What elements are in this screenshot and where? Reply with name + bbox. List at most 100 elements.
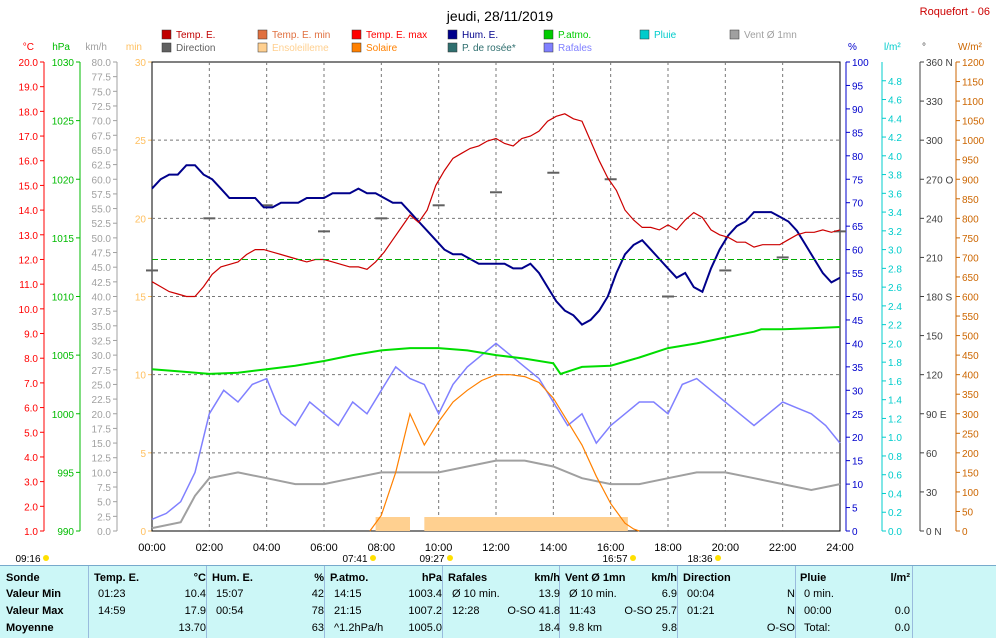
axis-tick-wind: 57.5 xyxy=(92,190,112,201)
axis-tick-sun: 0 xyxy=(140,527,146,538)
axis-unit-press: hPa xyxy=(52,42,70,53)
axis-tick-solar: 150 xyxy=(962,468,979,479)
axis-tick-wind: 12.5 xyxy=(92,454,112,465)
table-cell-key: 01:23 xyxy=(98,588,126,600)
legend-label: Direction xyxy=(176,43,215,54)
axis-tick-hum: 30 xyxy=(852,386,864,397)
axis-tick-temp: 1.0 xyxy=(24,527,38,538)
series-solar xyxy=(369,374,640,532)
axis-tick-solar: 700 xyxy=(962,253,979,264)
axis-tick-temp: 13.0 xyxy=(19,231,39,242)
event-moonset: 18:36 xyxy=(687,554,712,565)
axis-tick-rain: 1.6 xyxy=(888,377,902,388)
table-cell-value: O-SO xyxy=(766,622,795,634)
axis-tick-rain: 3.6 xyxy=(888,189,902,200)
x-tick-label: 02:00 xyxy=(196,542,224,554)
table-cell-value: O-SO 41.8 xyxy=(507,605,560,617)
series-gusts xyxy=(151,342,841,520)
axis-tick-temp: 7.0 xyxy=(24,379,38,390)
table-cell-value: 10.4 xyxy=(184,588,206,600)
table-cell-value: 17.9 xyxy=(184,605,206,617)
table-cell-key: Total: xyxy=(804,622,831,634)
axis-tick-rain: 2.8 xyxy=(888,264,902,275)
axis-unit-wind: km/h xyxy=(85,42,107,53)
axis-tick-sun: 25 xyxy=(135,136,147,147)
direction-mark xyxy=(719,269,732,272)
legend-label: Pluie xyxy=(654,30,677,41)
direction-mark xyxy=(375,217,388,220)
table-header: Direction xyxy=(683,572,731,584)
axis-tick-temp: 16.0 xyxy=(19,157,39,168)
axis-tick-wind: 32.5 xyxy=(92,336,112,347)
axis-tick-temp: 11.0 xyxy=(19,280,38,291)
legend-label: Rafales xyxy=(558,43,592,54)
axis-tick-hum: 90 xyxy=(852,105,864,116)
axis-tick-rain: 0.4 xyxy=(888,489,902,500)
axis-tick-solar: 1000 xyxy=(962,136,985,147)
legend-label: Solaire xyxy=(366,43,398,54)
axis-tick-rain: 4.2 xyxy=(888,133,902,144)
table-cell-key: 9.8 km xyxy=(569,622,603,634)
table-header: Pluie xyxy=(800,572,827,584)
direction-mark xyxy=(547,171,560,174)
axis-tick-wind: 55.0 xyxy=(92,205,112,216)
axis-tick-rain: 0.6 xyxy=(888,471,902,482)
x-axis: 00:00 02:00 04:00 06:00 08:00 10:00 12:00 14:00… xyxy=(138,542,854,554)
axis-tick-hum: 20 xyxy=(852,433,864,444)
table-header: Sonde xyxy=(6,572,40,584)
axis-tick-wind: 5.0 xyxy=(97,498,111,509)
axis-tick-solar: 650 xyxy=(962,273,979,284)
table-row-label: Moyenne xyxy=(6,622,54,634)
axis-tick-temp: 19.0 xyxy=(19,83,39,94)
axis-tick-rain: 1.2 xyxy=(888,414,902,425)
legend-swatch xyxy=(447,29,458,40)
axis-tick-solar: 450 xyxy=(962,351,979,362)
legend-swatch xyxy=(639,29,650,40)
legend-swatch xyxy=(543,42,554,53)
axis-tick-sun: 5 xyxy=(140,449,146,460)
table-header-unit: hPa xyxy=(421,572,442,584)
table-cell-value: O-SO 25.7 xyxy=(624,605,677,617)
table-cell-key: 11:43 xyxy=(569,605,596,617)
axis-tick-wind: 40.0 xyxy=(92,293,112,304)
table-cell-key: 01:21 xyxy=(687,605,715,617)
grid xyxy=(152,62,840,531)
axis-tick-dir: 210 xyxy=(926,253,943,264)
legend-label: Vent Ø 1mn xyxy=(744,30,797,41)
direction-mark xyxy=(318,230,330,233)
axis-tick-hum: 25 xyxy=(852,410,864,421)
direction-mark xyxy=(203,217,216,220)
axis-tick-wind: 27.5 xyxy=(92,366,112,377)
event-icon-moonset xyxy=(715,555,721,561)
legend-label: Temp. E. xyxy=(176,30,215,41)
table-cell-value: 6.9 xyxy=(661,588,677,600)
axis-tick-dir: 180 S xyxy=(926,293,952,304)
legend-swatch xyxy=(729,29,740,40)
axis-unit-sun: min xyxy=(126,42,142,53)
axis-tick-wind: 62.5 xyxy=(92,161,112,172)
table-header: Vent Ø 1mn xyxy=(565,572,626,584)
axis-tick-wind: 15.0 xyxy=(92,439,112,450)
axis-tick-dir: 60 xyxy=(926,449,938,460)
event-sunrise: 07:41 xyxy=(342,554,367,565)
table-header-unit: km/h xyxy=(651,572,677,584)
axis-tick-hum: 70 xyxy=(852,199,864,210)
table-header-unit: °C xyxy=(193,572,206,584)
weather-chart: jeudi, 28/11/2019 Roquefort - 06 Temp. E… xyxy=(15,6,990,565)
event-icon-sunset xyxy=(630,555,636,561)
event-sun: 09:27 xyxy=(419,554,444,565)
left-axes: °C 20.0 19.0 18.0 17.0 16.0 15.0 14.0 13.0 12.0 11… xyxy=(19,42,153,538)
table-cell-value: N xyxy=(787,588,795,600)
axis-tick-rain: 0.8 xyxy=(888,452,902,463)
axis-tick-solar: 850 xyxy=(962,195,979,206)
station-name: Roquefort - 06 xyxy=(920,6,990,18)
axis-tick-dir: 30 xyxy=(926,488,938,499)
axis-tick-wind: 47.5 xyxy=(92,249,112,260)
axis-tick-hum: 50 xyxy=(852,293,864,304)
table-cell-value: 1003.4 xyxy=(408,588,442,600)
table-cell-value: N xyxy=(787,605,795,617)
legend-swatch xyxy=(447,42,458,53)
legend-swatch xyxy=(257,42,268,53)
table-divider xyxy=(795,566,796,638)
axis-tick-wind: 17.5 xyxy=(92,424,112,435)
